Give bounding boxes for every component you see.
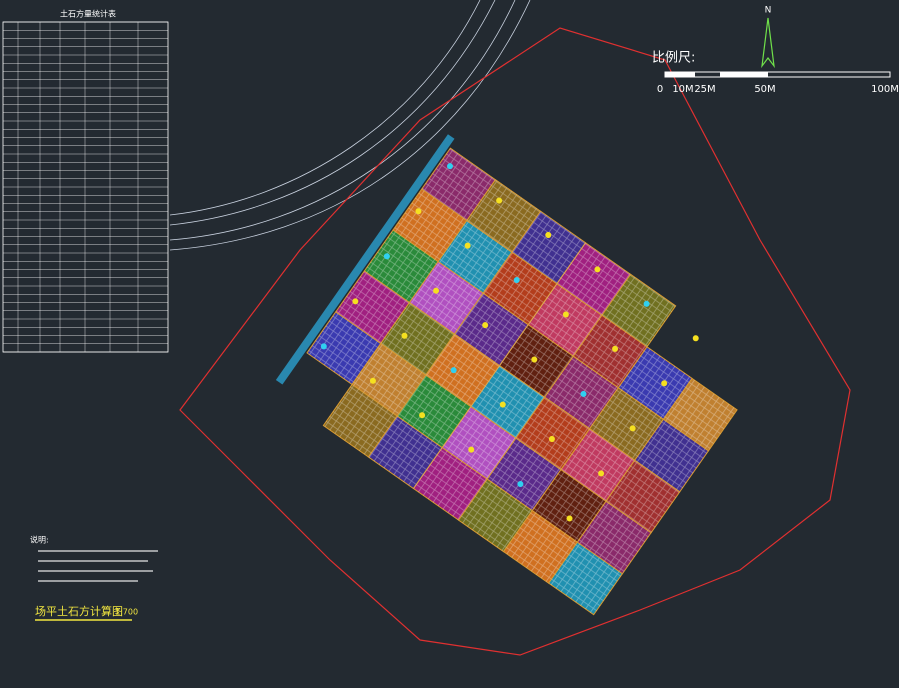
hatch	[573, 315, 647, 388]
hatch	[421, 148, 496, 221]
survey-point	[548, 435, 555, 442]
hatch	[368, 416, 443, 489]
survey-point	[499, 401, 506, 408]
survey-point	[643, 300, 650, 307]
hatch	[470, 365, 545, 439]
hatch	[634, 419, 709, 492]
hatch	[352, 343, 426, 417]
hatch	[483, 252, 557, 325]
hatch	[409, 261, 484, 335]
hatch	[442, 406, 516, 480]
hatch	[466, 179, 541, 253]
survey-point	[320, 343, 327, 350]
hatch	[307, 311, 381, 385]
hatch	[458, 479, 533, 552]
hatch	[556, 242, 631, 316]
hatch	[532, 469, 607, 543]
hatch	[380, 302, 455, 376]
hatch	[335, 271, 410, 344]
scale-label: 0	[657, 84, 663, 95]
hatch	[589, 387, 664, 461]
survey-point	[482, 322, 489, 329]
hatch	[618, 346, 693, 420]
boundary	[179, 27, 851, 656]
survey-point	[531, 356, 538, 363]
hatch	[397, 375, 471, 448]
hatch	[454, 293, 529, 366]
hatch	[577, 501, 652, 574]
survey-point	[580, 390, 587, 397]
survey-point	[464, 242, 471, 249]
survey-point	[383, 253, 390, 260]
north-label: N	[765, 6, 772, 16]
hatch	[364, 230, 439, 303]
hatch	[548, 542, 623, 615]
hatch	[413, 447, 488, 521]
survey-point	[661, 380, 668, 387]
hatch	[515, 397, 590, 470]
survey-point	[562, 311, 569, 318]
survey-point	[369, 377, 376, 384]
notes-lines	[38, 550, 158, 582]
hatch	[425, 334, 500, 407]
survey-point	[629, 425, 636, 432]
hatch	[503, 510, 578, 584]
stat-table: 土石方量统计表	[2, 9, 169, 353]
survey-point	[513, 277, 520, 284]
north-arrow: N	[761, 6, 775, 69]
notes-heading: 说明:	[30, 535, 49, 545]
hatch	[511, 211, 586, 284]
survey-point	[692, 335, 699, 342]
survey-point	[468, 446, 475, 453]
drawing-title: 场平土石方计算图	[35, 604, 123, 618]
scale-label: 25M	[694, 84, 715, 95]
scale-bar: 比例尺: 0 10M 25M 50M 100M	[652, 51, 899, 96]
hatch	[528, 283, 602, 357]
survey-point	[545, 231, 552, 238]
road-strip	[275, 134, 455, 385]
survey-point	[594, 266, 601, 273]
hatch	[606, 460, 680, 533]
table-title: 土石方量统计表	[60, 9, 116, 19]
survey-point	[598, 470, 605, 477]
hatch	[438, 220, 512, 294]
hatch	[393, 189, 467, 262]
survey-point	[401, 332, 408, 339]
survey-point	[612, 345, 619, 352]
hatch	[560, 428, 635, 502]
hatch	[601, 274, 676, 347]
survey-point	[433, 287, 440, 294]
site-plan	[275, 134, 738, 616]
scale-title: 比例尺:	[652, 51, 695, 66]
survey-point	[415, 208, 422, 215]
road-lines	[169, 0, 531, 251]
scale-label: 50M	[754, 84, 775, 95]
survey-point	[496, 197, 503, 204]
hatch	[487, 438, 561, 511]
drawing-scale: 1:700	[115, 608, 138, 617]
scale-label: 100M	[871, 84, 899, 95]
scale-label: 10M	[672, 84, 693, 95]
survey-point	[446, 163, 453, 170]
hatch	[323, 384, 398, 457]
survey-point	[352, 298, 359, 305]
hatch	[663, 378, 738, 451]
survey-point	[450, 367, 457, 374]
survey-point	[517, 481, 524, 488]
survey-point	[566, 515, 573, 522]
survey-point	[419, 412, 426, 419]
